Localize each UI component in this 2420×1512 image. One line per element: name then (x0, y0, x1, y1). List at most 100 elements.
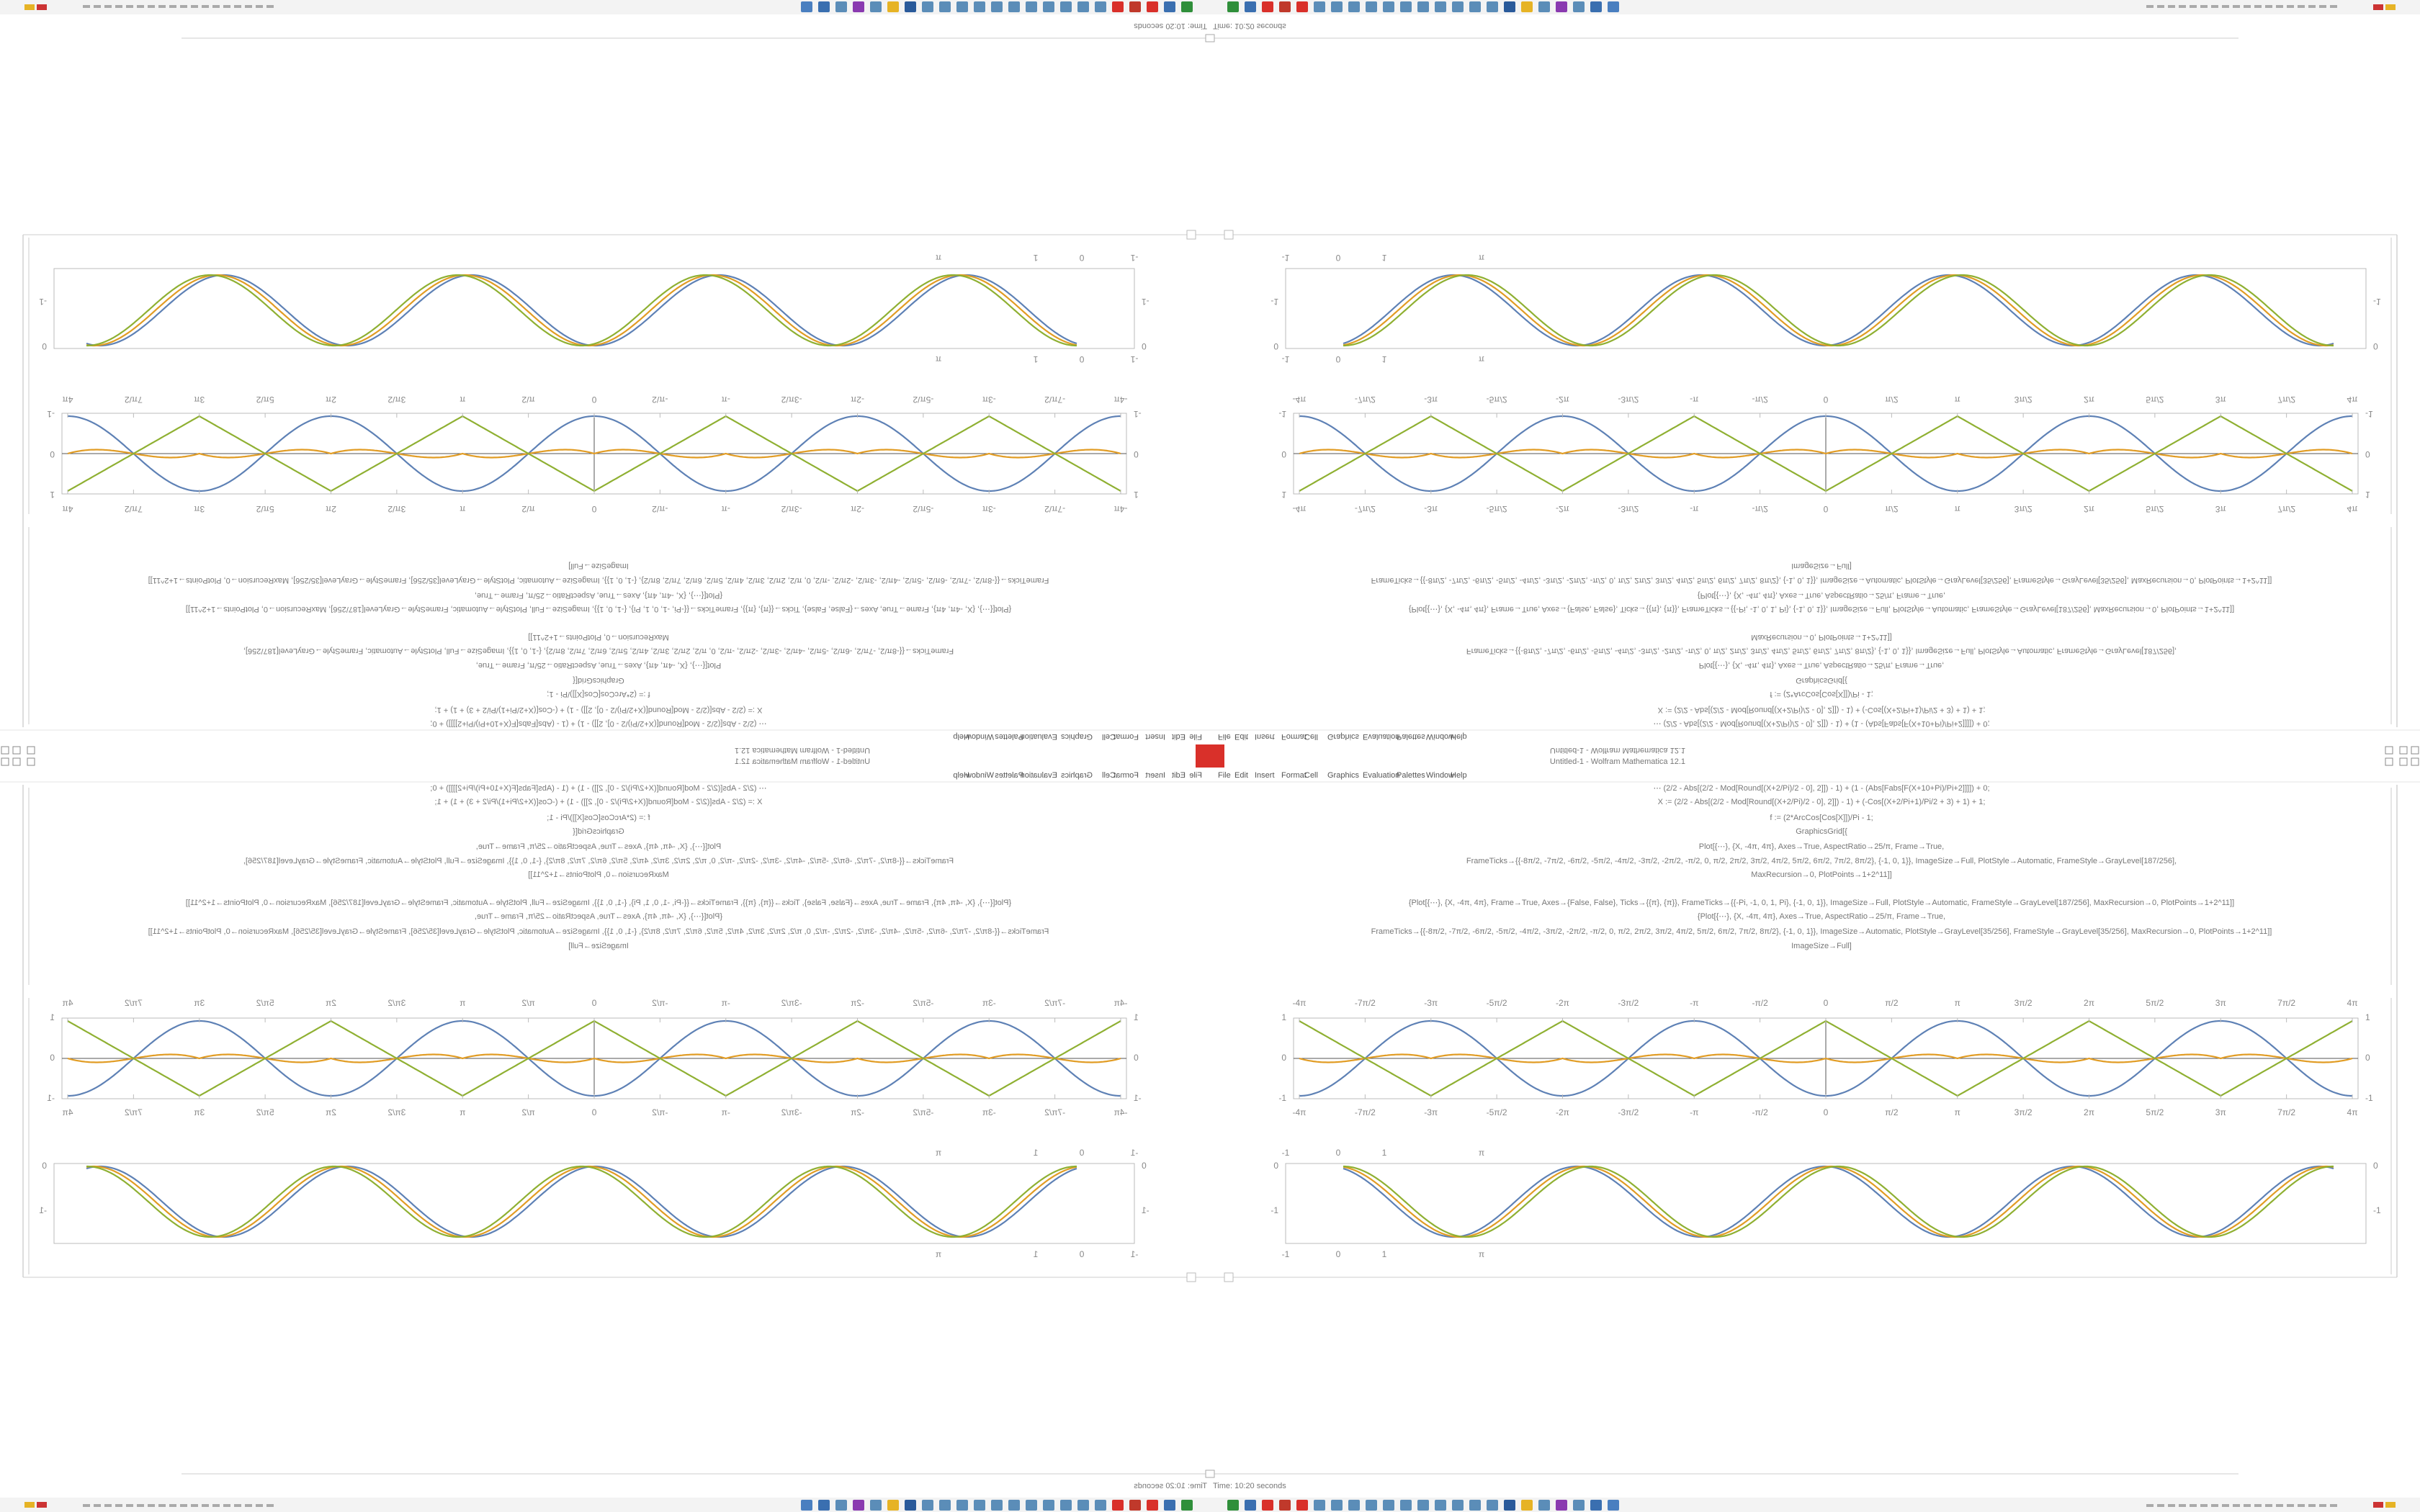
menu-item[interactable]: Window (1426, 732, 1454, 741)
taskbar-icon[interactable] (1452, 1500, 1464, 1511)
taskbar-icon[interactable] (1348, 1, 1360, 12)
taskbar-icon[interactable] (1181, 1, 1193, 12)
menu-item[interactable]: Window (966, 771, 994, 780)
menu-item[interactable]: Help (953, 771, 969, 780)
taskbar-icon[interactable] (1112, 1, 1124, 12)
window-button[interactable] (27, 757, 35, 766)
taskbar-icon[interactable] (1008, 1500, 1020, 1511)
menu-item[interactable]: Window (966, 732, 994, 741)
taskbar-icon[interactable] (801, 1, 812, 12)
taskbar-icon[interactable] (1296, 1500, 1308, 1511)
taskbar-icon[interactable] (1469, 1500, 1481, 1511)
taskbar-icon[interactable] (922, 1, 933, 12)
taskbar-icon[interactable] (1590, 1, 1602, 12)
taskbar-icon[interactable] (1164, 1500, 1175, 1511)
taskbar-icon[interactable] (1262, 1500, 1273, 1511)
taskbar-icon[interactable] (1279, 1500, 1291, 1511)
taskbar-icon[interactable] (1008, 1, 1020, 12)
taskbar-icon[interactable] (1060, 1, 1072, 12)
taskbar-icon[interactable] (1608, 1500, 1619, 1511)
menu-item[interactable]: Edit (1172, 732, 1186, 741)
window-button[interactable] (2385, 746, 2393, 755)
menu-item[interactable]: Cell (1102, 771, 1116, 780)
menu-item[interactable]: Insert (1255, 732, 1275, 741)
taskbar-icon[interactable] (1435, 1500, 1446, 1511)
taskbar-icon[interactable] (1314, 1500, 1325, 1511)
menu-item[interactable]: Format (1113, 732, 1139, 741)
menu-item[interactable]: Evaluation (1363, 771, 1399, 780)
menu-item[interactable]: Graphics (1327, 771, 1360, 780)
taskbar-icon[interactable] (1147, 1, 1158, 12)
taskbar-icon[interactable] (870, 1500, 882, 1511)
taskbar-icon[interactable] (1331, 1500, 1343, 1511)
taskbar-icon[interactable] (887, 1500, 899, 1511)
taskbar-icon[interactable] (1129, 1500, 1141, 1511)
taskbar-icon[interactable] (1487, 1, 1498, 12)
taskbar-icon[interactable] (818, 1500, 830, 1511)
taskbar-icon[interactable] (1590, 1500, 1602, 1511)
menu-item[interactable]: Insert (1145, 771, 1165, 780)
taskbar-icon[interactable] (1129, 1, 1141, 12)
taskbar-icon[interactable] (939, 1500, 951, 1511)
taskbar-icon[interactable] (853, 1, 864, 12)
taskbar-icon[interactable] (1556, 1, 1567, 12)
taskbar-icon[interactable] (1026, 1, 1037, 12)
taskbar-icon[interactable] (1573, 1, 1585, 12)
menu-item[interactable]: File (1218, 771, 1231, 780)
menu-item[interactable]: Cell (1304, 771, 1318, 780)
taskbar-icon[interactable] (974, 1500, 985, 1511)
menu-item[interactable]: Palettes (995, 732, 1023, 741)
menu-item[interactable]: File (1189, 732, 1202, 741)
taskbar-icon[interactable] (1060, 1500, 1072, 1511)
taskbar-icon[interactable] (1112, 1500, 1124, 1511)
taskbar-icon[interactable] (1181, 1500, 1193, 1511)
taskbar-icon[interactable] (1556, 1500, 1567, 1511)
taskbar-icon[interactable] (1095, 1500, 1106, 1511)
menu-item[interactable]: Palettes (995, 771, 1023, 780)
menu-item[interactable]: File (1218, 732, 1231, 741)
taskbar-icon[interactable] (835, 1, 847, 12)
taskbar-icon[interactable] (905, 1, 916, 12)
taskbar-icon[interactable] (887, 1, 899, 12)
taskbar-icon[interactable] (1077, 1500, 1089, 1511)
menu-item[interactable]: Palettes (1397, 771, 1425, 780)
taskbar-icon[interactable] (922, 1500, 933, 1511)
taskbar-icon[interactable] (1043, 1500, 1054, 1511)
menu-item[interactable]: Edit (1234, 771, 1248, 780)
window-button[interactable] (2399, 757, 2408, 766)
menu-item[interactable]: Evaluation (1021, 771, 1057, 780)
menu-item[interactable]: Window (1426, 771, 1454, 780)
taskbar-icon[interactable] (939, 1, 951, 12)
taskbar-icon[interactable] (1043, 1, 1054, 12)
window-button[interactable] (2385, 757, 2393, 766)
menu-item[interactable]: Insert (1255, 771, 1275, 780)
menu-item[interactable]: Evaluation (1363, 732, 1399, 741)
window-button[interactable] (27, 746, 35, 755)
menu-item[interactable]: Graphics (1060, 771, 1093, 780)
taskbar-icon[interactable] (1417, 1500, 1429, 1511)
menu-item[interactable]: Cell (1102, 732, 1116, 741)
taskbar-icon[interactable] (1573, 1500, 1585, 1511)
taskbar-icon[interactable] (1469, 1, 1481, 12)
taskbar-icon[interactable] (1521, 1500, 1533, 1511)
taskbar-icon[interactable] (974, 1, 985, 12)
taskbar-icon[interactable] (1227, 1500, 1239, 1511)
menu-item[interactable]: Graphics (1327, 732, 1360, 741)
menu-item[interactable]: Help (1451, 732, 1467, 741)
taskbar-icon[interactable] (1147, 1500, 1158, 1511)
taskbar-icon[interactable] (956, 1, 968, 12)
menu-item[interactable]: Insert (1145, 732, 1165, 741)
taskbar-icon[interactable] (1504, 1500, 1515, 1511)
menu-item[interactable]: Cell (1304, 732, 1318, 741)
taskbar-icon[interactable] (1538, 1, 1550, 12)
window-button[interactable] (12, 757, 21, 766)
window-button[interactable] (2411, 757, 2419, 766)
taskbar-icon[interactable] (1400, 1, 1412, 12)
menu-item[interactable]: Palettes (1397, 732, 1425, 741)
taskbar-icon[interactable] (1348, 1500, 1360, 1511)
taskbar-icon[interactable] (1417, 1, 1429, 12)
taskbar-icon[interactable] (1435, 1, 1446, 12)
menu-item[interactable]: Format (1113, 771, 1139, 780)
menu-item[interactable]: Help (1451, 771, 1467, 780)
taskbar-icon[interactable] (801, 1500, 812, 1511)
